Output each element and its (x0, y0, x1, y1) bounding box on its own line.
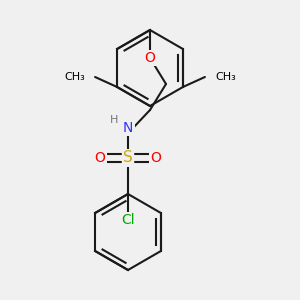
Text: O: O (151, 151, 161, 165)
Text: H: H (110, 115, 118, 125)
Text: O: O (145, 51, 155, 65)
Text: CH₃: CH₃ (215, 72, 236, 82)
Text: N: N (123, 121, 133, 135)
Text: O: O (94, 151, 105, 165)
Text: CH₃: CH₃ (64, 72, 85, 82)
Text: Cl: Cl (121, 213, 135, 227)
Text: S: S (123, 151, 133, 166)
